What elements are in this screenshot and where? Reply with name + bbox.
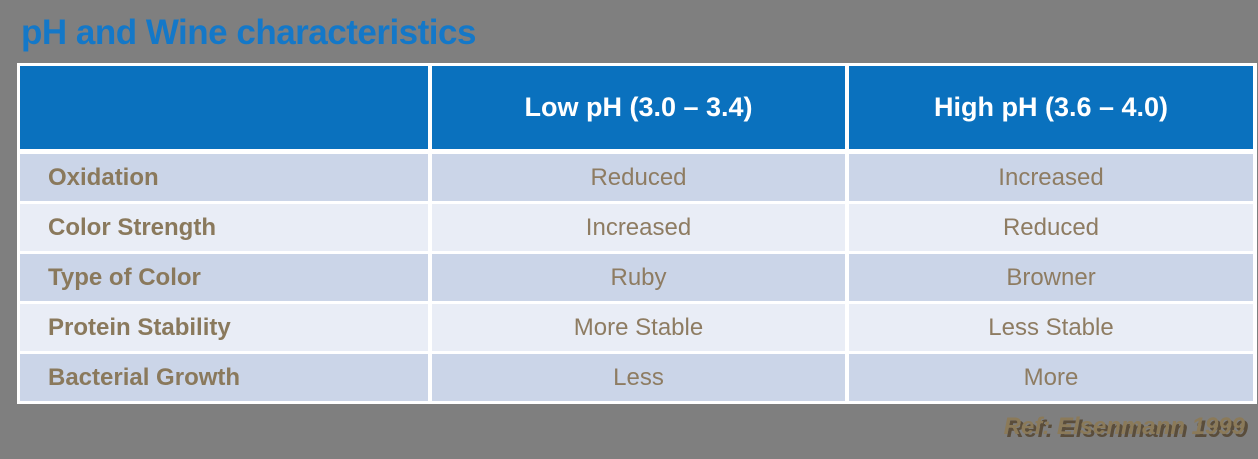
header-cell-high-ph: High pH (3.6 – 4.0) <box>849 66 1253 149</box>
row-label: Oxidation <box>20 154 428 201</box>
row-label: Bacterial Growth <box>20 354 428 401</box>
row-low-value: Reduced <box>432 154 845 201</box>
row-low-value: Ruby <box>432 254 845 301</box>
table-body: Oxidation Reduced Increased Color Streng… <box>20 154 1254 401</box>
header-cell-empty <box>20 66 428 149</box>
row-high-value: Less Stable <box>849 304 1253 351</box>
table-row-protein-stability: Protein Stability More Stable Less Stabl… <box>20 304 1254 351</box>
row-label: Protein Stability <box>20 304 428 351</box>
row-low-value: Less <box>432 354 845 401</box>
table-row-bacterial-growth: Bacterial Growth Less More <box>20 354 1254 401</box>
row-high-value: More <box>849 354 1253 401</box>
row-low-value: Increased <box>432 204 845 251</box>
ph-characteristics-table: Low pH (3.0 – 3.4) High pH (3.6 – 4.0) O… <box>17 63 1257 404</box>
page-title: pH and Wine characteristics <box>21 13 476 52</box>
row-high-value: Reduced <box>849 204 1253 251</box>
row-high-value: Browner <box>849 254 1253 301</box>
table-row-oxidation: Oxidation Reduced Increased <box>20 154 1254 201</box>
row-low-value: More Stable <box>432 304 845 351</box>
row-label: Color Strength <box>20 204 428 251</box>
row-high-value: Increased <box>849 154 1253 201</box>
table-header-row: Low pH (3.0 – 3.4) High pH (3.6 – 4.0) <box>20 66 1254 149</box>
row-label: Type of Color <box>20 254 428 301</box>
header-cell-low-ph: Low pH (3.0 – 3.4) <box>432 66 845 149</box>
table-row-color-strength: Color Strength Increased Reduced <box>20 204 1254 251</box>
reference-citation: Ref: Elsenmann 1999 <box>1003 413 1245 440</box>
table-row-type-of-color: Type of Color Ruby Browner <box>20 254 1254 301</box>
